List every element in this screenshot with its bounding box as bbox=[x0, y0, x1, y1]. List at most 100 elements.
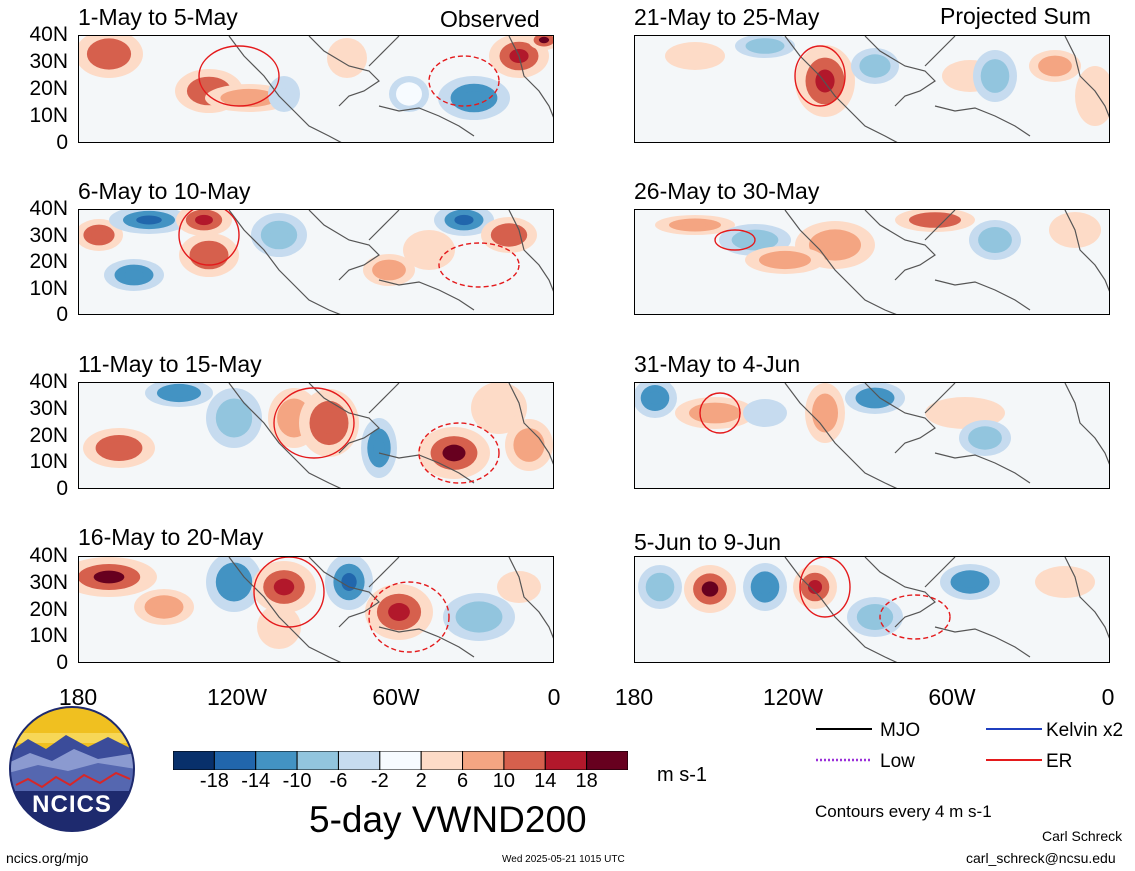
colorbar-tick: 14 bbox=[525, 770, 565, 793]
anomaly-peak bbox=[195, 215, 213, 225]
y-tick-panel1-1: 30N bbox=[28, 51, 68, 73]
anomaly-peak bbox=[107, 442, 130, 455]
footer-site-link[interactable]: ncics.org/mjo bbox=[6, 850, 88, 866]
legend-kelvin-label: Kelvin x2 bbox=[1046, 720, 1123, 742]
anomaly-peak bbox=[702, 408, 728, 418]
y-tick-panel4-4: 0 bbox=[28, 652, 68, 674]
anomaly-peak bbox=[988, 68, 1002, 85]
anomaly-peak bbox=[421, 244, 438, 257]
anomaly-peak bbox=[154, 601, 173, 613]
anomaly-peak bbox=[1089, 86, 1102, 105]
anomaly-peak bbox=[454, 215, 473, 225]
projected-map-2 bbox=[634, 209, 1110, 315]
anomaly-peak bbox=[977, 432, 994, 444]
colorbar-swatch bbox=[338, 751, 379, 770]
legend-er-line bbox=[986, 750, 1042, 770]
y-tick-panel1-0: 40N bbox=[28, 24, 68, 46]
y-tick-panel4-2: 20N bbox=[28, 599, 68, 621]
legend-mjo-line bbox=[816, 719, 872, 739]
y-tick-panel3-4: 0 bbox=[28, 478, 68, 500]
colorbar-swatch bbox=[173, 751, 214, 770]
anomaly-peak bbox=[403, 88, 416, 100]
anomaly-peak bbox=[98, 46, 120, 61]
y-tick-panel2-4: 0 bbox=[28, 304, 68, 326]
observed-map-3 bbox=[78, 382, 554, 489]
y-tick-panel3-2: 20N bbox=[28, 425, 68, 447]
x-tick-right-180: 180 bbox=[589, 684, 679, 710]
anomaly-peak bbox=[199, 248, 218, 262]
anomaly-peak bbox=[867, 60, 882, 72]
anomaly-peak bbox=[373, 438, 385, 457]
anomaly-peak bbox=[987, 234, 1004, 247]
projected-label: Projected Sum bbox=[940, 3, 1091, 29]
anomaly-peak bbox=[225, 408, 243, 427]
anomaly-peak bbox=[467, 609, 490, 624]
colorbar-tick: 2 bbox=[401, 770, 441, 793]
colorbar-swatch bbox=[463, 751, 504, 770]
anomaly-peak bbox=[758, 579, 772, 594]
observed-panel-1-title: 1-May to 5-May bbox=[78, 4, 238, 30]
anomaly-peak bbox=[168, 389, 190, 398]
colorbar-tick: -14 bbox=[236, 770, 276, 793]
anomaly-peak bbox=[702, 581, 719, 596]
y-tick-panel2-0: 40N bbox=[28, 198, 68, 220]
colorbar-swatch bbox=[380, 751, 421, 770]
anomaly-peak bbox=[922, 216, 948, 224]
colorbar-swatch bbox=[587, 751, 628, 770]
anomaly-peak bbox=[539, 37, 549, 43]
projected-map-1 bbox=[634, 35, 1110, 143]
observed-panel-3-title: 11-May to 15-May bbox=[78, 351, 262, 377]
anomaly-peak bbox=[462, 91, 485, 105]
colorbar-swatch bbox=[297, 751, 338, 770]
anomaly-peak bbox=[388, 603, 410, 621]
anomaly-peak bbox=[500, 229, 518, 241]
anomaly-peak bbox=[952, 408, 978, 418]
colorbar bbox=[173, 751, 628, 770]
anomaly-peak bbox=[1047, 61, 1064, 71]
y-tick-panel4-1: 30N bbox=[28, 572, 68, 594]
colorbar-swatch bbox=[256, 751, 297, 770]
figure-title: 5-day VWND200 bbox=[309, 799, 587, 841]
legend-mjo-label: MJO bbox=[880, 720, 920, 742]
observed-map-2 bbox=[78, 209, 554, 315]
anomaly-peak bbox=[490, 400, 508, 417]
anomaly-peak bbox=[685, 52, 704, 61]
anomaly-peak bbox=[865, 393, 884, 403]
footer-author: Carl Schreck bbox=[1042, 828, 1122, 844]
y-tick-panel3-3: 10N bbox=[28, 451, 68, 473]
projected-panel-2-title: 26-May to 30-May bbox=[634, 178, 819, 204]
anomaly-peak bbox=[653, 580, 667, 594]
anomaly-peak bbox=[960, 576, 979, 588]
y-tick-panel4-3: 10N bbox=[28, 625, 68, 647]
projected-panel-1-title: 21-May to 25-May bbox=[634, 4, 819, 30]
x-tick-right-120w: 120W bbox=[748, 684, 838, 710]
footer-email[interactable]: carl_schreck@ncsu.edu bbox=[966, 850, 1116, 866]
projected-panel-4-title: 5-Jun to 9-Jun bbox=[634, 529, 781, 555]
anomaly-peak bbox=[819, 403, 832, 422]
observed-panel-2-title: 6-May to 10-May bbox=[78, 178, 251, 204]
colorbar-tick: 10 bbox=[484, 770, 524, 793]
legend-kelvin-line bbox=[986, 719, 1042, 739]
anomaly-peak bbox=[822, 237, 848, 252]
colorbar-units: m s-1 bbox=[657, 764, 707, 787]
anomaly-peak bbox=[225, 572, 243, 591]
colorbar-tick: -18 bbox=[194, 770, 234, 793]
anomaly-peak bbox=[758, 409, 772, 418]
x-tick-right-0: 0 bbox=[1063, 684, 1135, 710]
y-tick-panel1-2: 20N bbox=[28, 78, 68, 100]
legend-low-line bbox=[816, 750, 872, 770]
projected-map-3 bbox=[634, 382, 1110, 489]
anomaly-peak bbox=[815, 69, 834, 92]
x-tick-left-120w: 120W bbox=[192, 684, 282, 710]
colorbar-tick: -6 bbox=[318, 770, 358, 793]
observed-map-4 bbox=[78, 556, 554, 663]
x-tick-right-60w: 60W bbox=[907, 684, 997, 710]
anomaly-peak bbox=[136, 216, 162, 225]
observed-label: Observed bbox=[440, 6, 540, 32]
y-tick-panel3-0: 40N bbox=[28, 371, 68, 393]
colorbar-swatch bbox=[421, 751, 462, 770]
x-tick-left-0: 0 bbox=[509, 684, 599, 710]
y-tick-panel2-3: 10N bbox=[28, 278, 68, 300]
ncics-logo: NCICS bbox=[8, 705, 136, 833]
anomaly-peak bbox=[755, 42, 774, 50]
